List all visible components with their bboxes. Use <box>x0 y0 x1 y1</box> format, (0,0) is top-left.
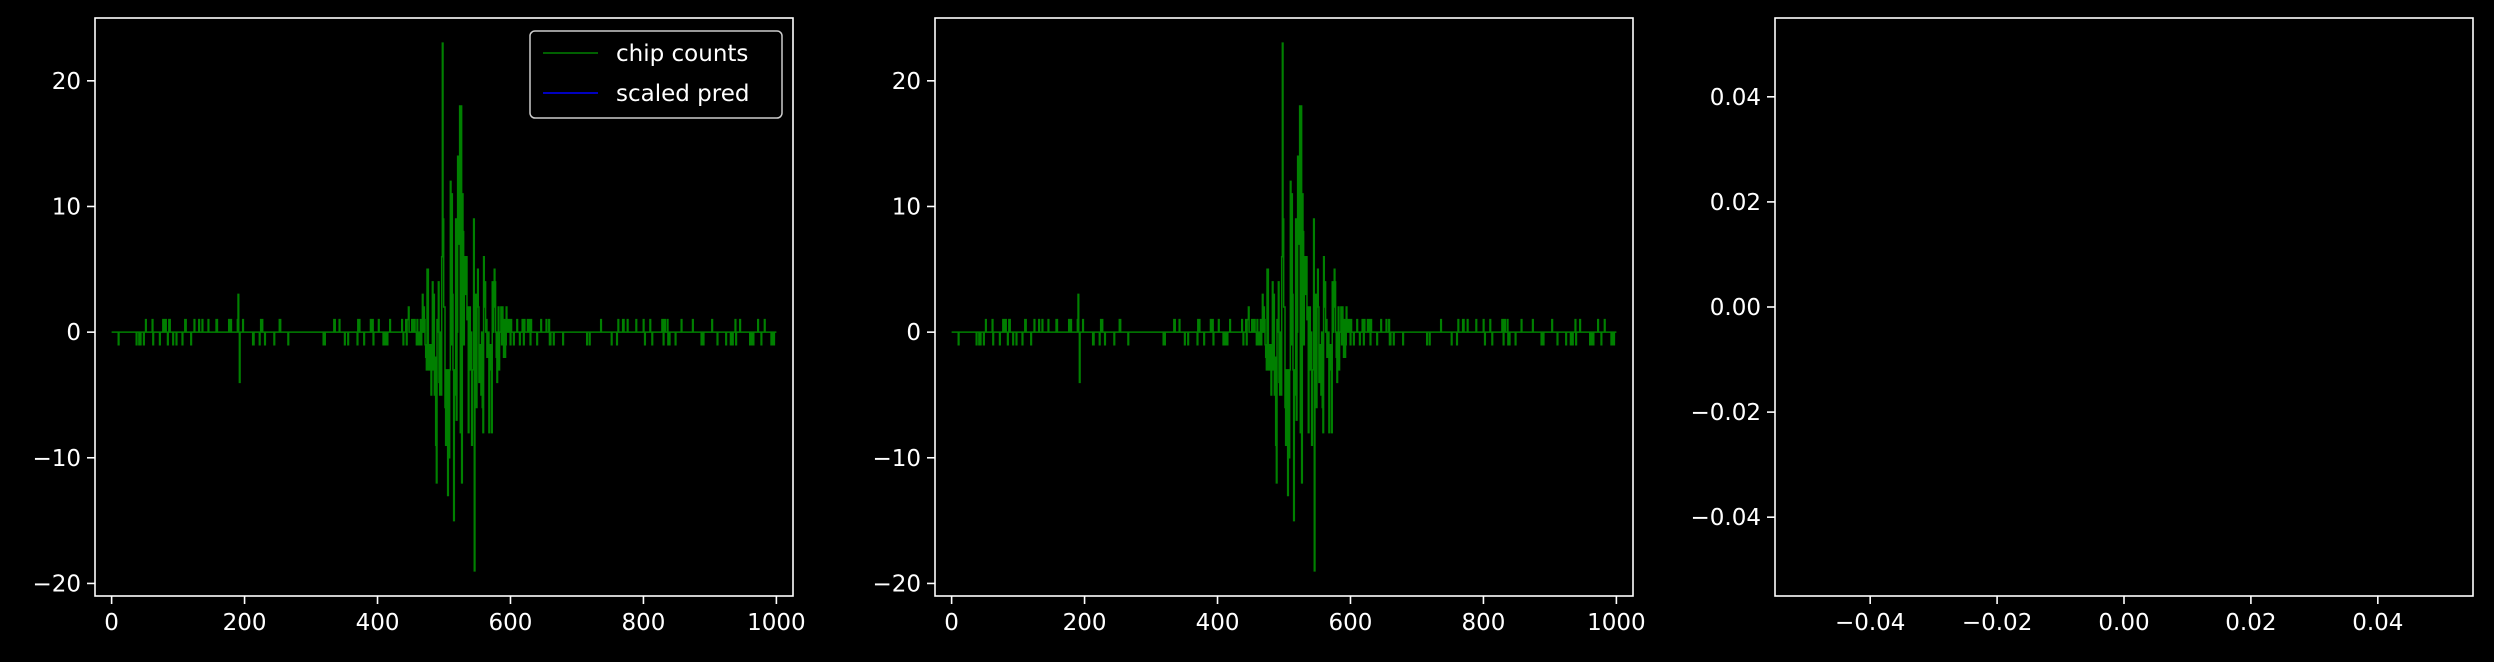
panel-2-xtick-label-3: 600 <box>1329 610 1373 636</box>
panel-2-xtick-label-2: 400 <box>1196 610 1240 636</box>
panel-3-xtick-label-2: 0.00 <box>2098 610 2149 636</box>
panel-1-frame <box>94 17 794 597</box>
panel-3-ytick-label-1: −0.02 <box>1691 400 1761 426</box>
panel-1-xtick-label-4: 800 <box>621 610 665 636</box>
panel-1-ytick-label-3: 10 <box>52 194 81 220</box>
panel-1-xtick-label-0: 0 <box>104 610 119 636</box>
legend-label-chip-counts: chip counts <box>616 41 748 67</box>
panel-3-xtick-label-1: −0.02 <box>1962 610 2032 636</box>
panel-3-ytick-label-0: −0.04 <box>1691 505 1761 531</box>
panel-2-frame <box>934 17 1634 597</box>
panel-3-xtick-label-3: 0.02 <box>2225 610 2276 636</box>
panel-2-ytick-label-0: −20 <box>872 571 921 597</box>
series-line-panel-1-0 <box>111 42 777 572</box>
panel-1-ytick-label-0: −20 <box>32 571 81 597</box>
series-line-panel-2-0 <box>951 42 1617 572</box>
panel-1: 0 200 400 600 800 1000 −20 −10 0 10 20 chip counts… <box>32 17 806 636</box>
panel-3-xtick-label-0: −0.04 <box>1835 610 1905 636</box>
panel-1-xtick-label-2: 400 <box>356 610 400 636</box>
panel-3: −0.04 −0.02 0.00 0.02 0.04 −0.04 −0.02 0.00 0.02… <box>1691 17 2474 636</box>
panel-2-xtick-label-0: 0 <box>944 610 959 636</box>
panel-2-ytick-label-1: −10 <box>872 446 921 472</box>
panel-2-xtick-label-5: 1000 <box>1587 610 1646 636</box>
panel-3-ytick-label-4: 0.04 <box>1710 85 1761 111</box>
panel-1-legend: chip counts scaled pred <box>529 30 783 119</box>
panel-2-ytick-label-3: 10 <box>892 194 921 220</box>
panel-1-xtick-label-1: 200 <box>223 610 267 636</box>
panel-2-ytick-label-2: 0 <box>906 320 921 346</box>
panel-3-ytick-label-2: 0.00 <box>1710 295 1761 321</box>
panel-1-xtick-label-5: 1000 <box>747 610 806 636</box>
panel-2-xtick-label-4: 800 <box>1461 610 1505 636</box>
panel-2-ytick-label-4: 20 <box>892 69 921 95</box>
panel-2-xtick-label-1: 200 <box>1063 610 1107 636</box>
panel-3-axes: −0.04 −0.02 0.00 0.02 0.04 −0.04 −0.02 0.00 0.02… <box>1691 17 2474 636</box>
legend-label-scaled-pred: scaled pred <box>616 81 749 107</box>
panel-1-axes: 0 200 400 600 800 1000 −20 −10 0 10 20 <box>32 17 806 636</box>
panel-1-ytick-label-2: 0 <box>66 320 81 346</box>
panel-1-ytick-label-4: 20 <box>52 69 81 95</box>
panel-3-ytick-label-3: 0.02 <box>1710 190 1761 216</box>
panel-1-xtick-label-3: 600 <box>489 610 533 636</box>
panel-1-ytick-label-1: −10 <box>32 446 81 472</box>
panel-2-series-counts <box>951 42 1617 572</box>
panel-1-series-chip-counts <box>111 42 777 572</box>
panel-2-axes: 0 200 400 600 800 1000 −20 −10 0 10 20 <box>872 17 1646 636</box>
panel-2: 0 200 400 600 800 1000 −20 −10 0 10 20 <box>872 17 1646 636</box>
panel-3-xtick-label-4: 0.04 <box>2352 610 2403 636</box>
